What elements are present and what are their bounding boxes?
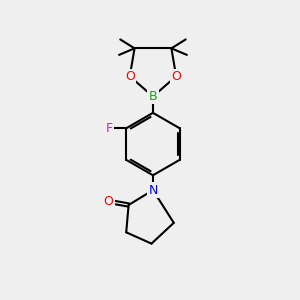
Text: F: F — [106, 122, 113, 135]
Text: N: N — [148, 184, 158, 196]
Text: B: B — [149, 90, 157, 103]
Text: O: O — [171, 70, 181, 83]
Text: O: O — [103, 195, 113, 208]
Text: O: O — [125, 70, 135, 83]
